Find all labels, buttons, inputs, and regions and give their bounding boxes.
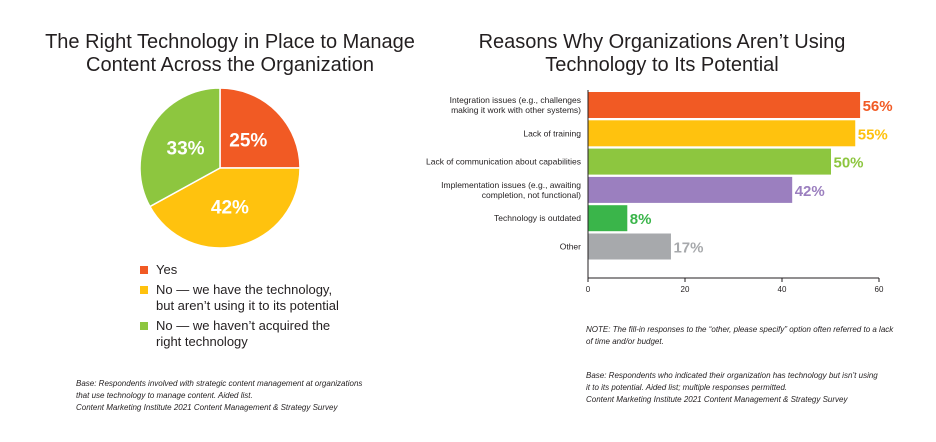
legend-label-line: No — we have the technology, bbox=[156, 282, 333, 297]
bar-chart-title: Reasons Why Organizations Aren’t Using T… bbox=[452, 31, 872, 77]
category-label: making it work with other systems) bbox=[451, 105, 581, 115]
note-source: Content Marketing Institute 2021 Content… bbox=[76, 403, 338, 412]
legend-label-no-not-using: No — we have the technology, but aren’t … bbox=[156, 282, 339, 314]
note-line: NOTE: The fill-in responses to the “othe… bbox=[586, 325, 894, 334]
x-tick-label: 40 bbox=[778, 285, 787, 294]
pie-title-line-1: The Right Technology in Place to Manage bbox=[45, 31, 415, 53]
note-line: Base: Respondents who indicated their or… bbox=[586, 371, 878, 380]
category-label: completion, not functional) bbox=[482, 190, 581, 200]
legend-swatch-no-not-using bbox=[140, 286, 148, 294]
note-source: Content Marketing Institute 2021 Content… bbox=[586, 395, 848, 404]
pie-slice bbox=[219, 87, 301, 169]
note-line: it to its potential. Aided list; multipl… bbox=[586, 383, 788, 392]
pie-slice-label: 25% bbox=[229, 131, 267, 152]
pie-slice-label: 42% bbox=[211, 198, 249, 219]
bar-value-label: 50% bbox=[834, 155, 864, 172]
bar-title-line-2: Technology to Its Potential bbox=[545, 54, 779, 76]
pie-slice-label: 33% bbox=[167, 139, 205, 160]
bar bbox=[588, 92, 861, 118]
category-label: Lack of training bbox=[523, 128, 581, 138]
note-line: of time and/or budget. bbox=[586, 337, 664, 346]
bar-value-label: 42% bbox=[795, 183, 825, 200]
bar bbox=[588, 176, 793, 203]
category-label: Technology is outdated bbox=[494, 213, 581, 223]
pie-chart: 25% 42% 33% bbox=[139, 87, 301, 249]
pie-slice bbox=[148, 167, 301, 249]
bar-value-label: 56% bbox=[863, 98, 893, 115]
legend-label-line: but aren’t using it to its potential bbox=[156, 298, 339, 313]
note-line: Base: Respondents involved with strategi… bbox=[76, 379, 363, 388]
pie-title-line-2: Content Across the Organization bbox=[86, 54, 374, 76]
category-label: Integration issues (e.g., challenges bbox=[450, 95, 581, 105]
bar bbox=[588, 205, 628, 232]
legend-swatch-no-not-acquired bbox=[140, 322, 148, 330]
category-label: Lack of communication about capabilities bbox=[426, 157, 581, 167]
note-line: that use technology to manage content. A… bbox=[76, 391, 253, 400]
bar-value-label: 55% bbox=[858, 126, 888, 143]
legend-label-no-not-acquired: No — we haven’t acquired the right techn… bbox=[156, 318, 330, 350]
bar-fill-in-note: NOTE: The fill-in responses to the “othe… bbox=[586, 324, 916, 348]
pie-legend: Yes No — we have the technology, but are… bbox=[140, 262, 440, 354]
x-tick-label: 60 bbox=[875, 285, 884, 294]
legend-item-no-not-using: No — we have the technology, but aren’t … bbox=[140, 282, 440, 314]
x-tick-label: 0 bbox=[586, 285, 591, 294]
bar bbox=[588, 148, 831, 175]
bar-title-line-1: Reasons Why Organizations Aren’t Using bbox=[478, 31, 846, 53]
category-label: Implementation issues (e.g., awaiting bbox=[441, 180, 581, 190]
legend-swatch-yes bbox=[140, 266, 148, 274]
legend-item-yes: Yes bbox=[140, 262, 440, 278]
legend-label-line: No — we haven’t acquired the bbox=[156, 318, 331, 333]
category-label: Other bbox=[560, 242, 581, 252]
legend-label-line: right technology bbox=[156, 334, 248, 349]
legend-item-no-not-acquired: No — we haven’t acquired the right techn… bbox=[140, 318, 440, 350]
bar-value-label: 17% bbox=[673, 240, 703, 257]
bar bbox=[588, 233, 671, 260]
legend-label-line: Yes bbox=[156, 262, 178, 277]
bar-value-label: 8% bbox=[630, 211, 652, 228]
x-tick-label: 20 bbox=[681, 285, 690, 294]
pie-slice bbox=[139, 87, 221, 208]
pie-chart-title: The Right Technology in Place to Manage … bbox=[20, 31, 440, 77]
bar bbox=[588, 120, 856, 147]
pie-base-note: Base: Respondents involved with strategi… bbox=[76, 378, 406, 414]
bar-base-note: Base: Respondents who indicated their or… bbox=[586, 370, 916, 406]
legend-label-yes: Yes bbox=[156, 262, 177, 278]
